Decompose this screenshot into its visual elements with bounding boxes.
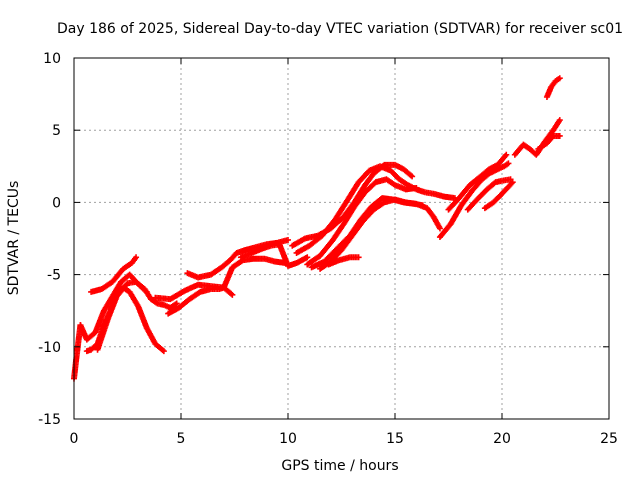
series-arc-21 [543, 75, 563, 100]
data-point [304, 254, 311, 261]
y-tick-label: -10 [38, 340, 61, 356]
y-tick-label: -15 [38, 412, 61, 428]
data-points [71, 75, 563, 382]
y-tick-label: -5 [47, 268, 61, 284]
y-tick-label: 0 [52, 195, 61, 211]
data-point [413, 184, 420, 191]
data-point [556, 117, 563, 124]
y-tick-label: 5 [52, 123, 61, 139]
y-tick-label: 10 [43, 51, 61, 67]
x-tick-label: 15 [386, 431, 404, 447]
data-point [229, 291, 236, 298]
x-tick-label: 20 [493, 431, 511, 447]
y-axis-label: SDTVAR / TECUs [6, 181, 22, 296]
grid-lines [74, 58, 609, 419]
data-point [508, 180, 515, 187]
data-point [173, 300, 180, 307]
series-arc-17 [445, 151, 510, 213]
series-arc-15 [325, 254, 362, 268]
series-arc-5 [88, 254, 140, 295]
series-arc-12 [304, 176, 420, 268]
data-point [436, 225, 443, 232]
series-arc-14 [317, 196, 443, 272]
axis-ticks: 0 5 10 15 20 25 -15 -10 -5 0 5 10 [38, 51, 618, 447]
data-point [355, 254, 362, 261]
series-arc-18 [464, 176, 514, 213]
data-point [285, 236, 291, 243]
data-point [160, 348, 167, 355]
series-arc-4 [94, 278, 180, 353]
data-point [409, 173, 416, 180]
data-point [556, 132, 563, 139]
series-arc-20 [511, 117, 563, 158]
data-point [509, 179, 516, 186]
data-point [133, 254, 140, 261]
data-point [556, 75, 563, 82]
chart-title: Day 186 of 2025, Sidereal Day-to-day VTE… [57, 21, 623, 37]
data-point [503, 151, 510, 158]
x-tick-label: 25 [600, 431, 618, 447]
data-point [505, 160, 512, 167]
series-arc-19 [481, 179, 516, 212]
series-arc-10 [289, 161, 416, 249]
x-tick-label: 0 [70, 431, 79, 447]
x-tick-label: 10 [279, 431, 297, 447]
plot-frame [73, 57, 610, 420]
series-arc-9 [237, 241, 311, 269]
series-arc-22 [535, 132, 563, 152]
x-tick-label: 5 [177, 431, 186, 447]
series-arc-3 [83, 284, 167, 355]
x-axis-label: GPS time / hours [281, 458, 398, 474]
series-arc-7 [165, 255, 289, 317]
